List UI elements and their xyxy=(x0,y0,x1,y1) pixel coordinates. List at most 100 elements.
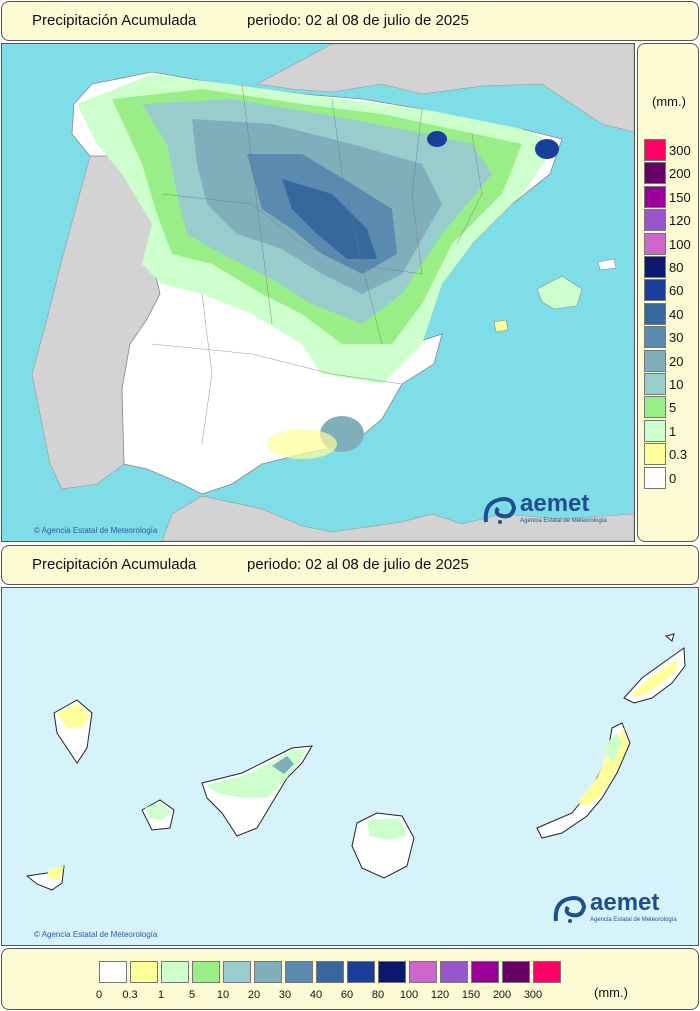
copyright-icon-bottom: © xyxy=(34,930,40,939)
hlegend-label-10: 10 xyxy=(216,989,230,1001)
legend-swatch-300 xyxy=(644,139,666,161)
copyright-text-bottom: Agencia Estatal de Meteorología xyxy=(41,930,158,939)
top-period: periodo: 02 al 08 de julio de 2025 xyxy=(247,12,469,29)
top-title-banner: Precipitación Acumulada periodo: 02 al 0… xyxy=(1,1,699,41)
legend-label-60: 60 xyxy=(669,283,684,299)
hlegend-label-60: 60 xyxy=(340,989,354,1001)
hlegend-label-300: 300 xyxy=(523,989,543,1001)
legend-label-100: 100 xyxy=(669,236,691,252)
el-hierro-zone xyxy=(47,866,64,880)
hlegend-label-100: 100 xyxy=(399,989,419,1001)
legend-label-20: 20 xyxy=(669,353,684,369)
legend-swatch-200 xyxy=(644,162,666,185)
fuerteventura-zone-green xyxy=(602,733,622,763)
hlegend-label-40: 40 xyxy=(309,989,323,1001)
hlegend-label-0.3: 0.3 xyxy=(122,989,138,1001)
legend-label-1: 1 xyxy=(669,423,677,439)
copyright-top: © Agencia Estatal de Meteorología xyxy=(34,526,157,535)
france-land xyxy=(256,44,634,133)
zone-40mm xyxy=(282,179,377,259)
legend-swatch-30 xyxy=(644,326,666,349)
legend-label-120: 120 xyxy=(669,213,691,229)
copyright-icon: © xyxy=(34,526,40,535)
aemet-logo-text-bottom: aemet xyxy=(590,889,660,916)
legend-label-150: 150 xyxy=(669,189,691,205)
legend-swatch-150 xyxy=(644,185,666,208)
hlegend-swatch-100 xyxy=(409,961,437,983)
hlegend-swatch-10 xyxy=(223,961,251,983)
zone-60mm-catalonia xyxy=(535,139,559,159)
legend-label-5: 5 xyxy=(669,400,677,416)
top-title: Precipitación Acumulada xyxy=(32,12,197,29)
hlegend-swatch-20 xyxy=(254,961,282,983)
aemet-swirl-icon xyxy=(483,497,517,524)
legend-swatch-0 xyxy=(644,466,666,489)
hlegend-swatch-5 xyxy=(192,961,220,983)
legend-swatch-5 xyxy=(644,396,666,419)
aemet-logo-top: aemet Agencia Estatal de Meteorología xyxy=(482,490,622,530)
bottom-title: Precipitación Acumulada xyxy=(32,556,197,573)
aemet-logo-subtitle-bottom: Agencia Estatal de Meteorología xyxy=(590,917,677,923)
legend-swatch-80 xyxy=(644,256,666,278)
bottom-title-banner: Precipitación Acumulada periodo: 02 al 0… xyxy=(1,545,699,585)
aemet-logo-subtitle: Agencia Estatal de Meteorología xyxy=(520,518,607,524)
legend-swatch-0.3 xyxy=(644,443,666,466)
africa-land xyxy=(161,495,634,541)
hlegend-swatch-0 xyxy=(99,961,127,983)
la-graciosa-island xyxy=(664,633,675,642)
bottom-period: periodo: 02 al 08 de julio de 2025 xyxy=(247,556,469,573)
aemet-logo-bottom: aemet Agencia Estatal de Meteorología xyxy=(552,889,692,929)
hlegend-label-1: 1 xyxy=(157,989,165,1001)
hlegend-swatch-30 xyxy=(285,961,313,983)
copyright-bottom: © Agencia Estatal de Meteorología xyxy=(34,930,157,939)
hlegend-label-150: 150 xyxy=(461,989,481,1001)
hlegend-label-30: 30 xyxy=(278,989,292,1001)
legend-label-40: 40 xyxy=(669,306,684,322)
province-boundaries xyxy=(151,83,483,445)
tenerife-zone-blue xyxy=(272,756,294,774)
legend-label-30: 30 xyxy=(669,330,684,346)
legend-swatch-20 xyxy=(644,349,666,372)
legend-label-300: 300 xyxy=(669,143,691,158)
canarias-map-svg xyxy=(25,633,686,891)
legend-label-80: 80 xyxy=(669,260,684,275)
la-gomera-zone xyxy=(145,802,172,820)
hlegend-swatch-150 xyxy=(471,961,499,983)
hlegend-label-120: 120 xyxy=(430,989,450,1001)
hlegend-label-0: 0 xyxy=(95,989,103,1001)
menorca-island xyxy=(597,258,617,271)
hlegend-swatch-200 xyxy=(502,961,530,983)
legend-swatch-10 xyxy=(644,373,666,395)
legend-swatch-40 xyxy=(644,302,666,325)
legend-label-0: 0 xyxy=(669,470,677,486)
hlegend-label-5: 5 xyxy=(188,989,196,1001)
hlegend-swatch-300 xyxy=(533,961,561,983)
hlegend-label-20: 20 xyxy=(247,989,261,1001)
legend-swatch-60 xyxy=(644,279,666,302)
aemet-swirl-icon-bottom xyxy=(553,896,587,923)
legend-label-200: 200 xyxy=(669,166,691,182)
peninsula-map-svg xyxy=(31,44,634,541)
hlegend-swatch-1 xyxy=(161,961,189,983)
legend-unit: (mm.) xyxy=(652,94,686,109)
horizontal-legend: 0 0.3 1 5 10 20 30 40 60 80 100 120 150 200 300 (mm.) xyxy=(1,948,699,1010)
legend-swatch-1 xyxy=(644,419,666,442)
lanzarote-zone xyxy=(630,660,677,696)
vertical-legend: (mm.) 300 200 150 120 100 80 60 40 30 20 10 5 1 0.3 0 xyxy=(637,43,699,542)
legend-swatch-100 xyxy=(644,232,666,255)
aemet-logo-text: aemet xyxy=(520,490,590,517)
peninsula-map: aemet Agencia Estatal de Meteorología © … xyxy=(1,43,635,542)
ibiza-island xyxy=(493,319,509,333)
tenerife-zone-green xyxy=(207,750,307,798)
legend-unit-bottom: (mm.) xyxy=(594,985,628,1000)
hlegend-swatch-60 xyxy=(347,961,375,983)
hlegend-swatch-80 xyxy=(378,961,406,983)
gran-canaria-zone xyxy=(367,818,407,840)
hlegend-swatch-0.3 xyxy=(130,961,158,983)
hlegend-label-200: 200 xyxy=(492,989,512,1001)
hlegend-swatch-120 xyxy=(440,961,468,983)
legend-label-0.3: 0.3 xyxy=(669,447,688,463)
copyright-text: Agencia Estatal de Meteorología xyxy=(41,526,158,535)
hlegend-swatch-40 xyxy=(316,961,344,983)
mallorca-island xyxy=(536,275,583,310)
